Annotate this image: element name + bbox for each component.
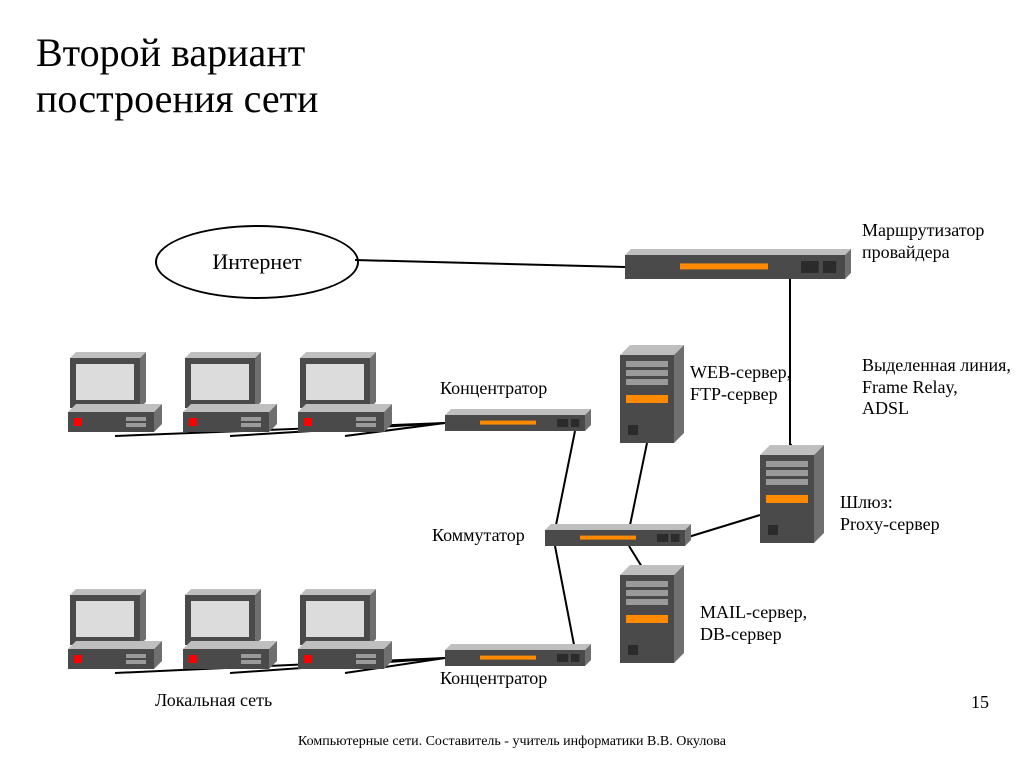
label-switch: Коммутатор: [432, 525, 525, 547]
label-line: Выделенная линия,Frame Relay,ADSL: [862, 355, 1011, 420]
label-lan: Локальная сеть: [155, 690, 272, 712]
label-web: WEB-сервер,FTP-сервер: [690, 362, 791, 405]
label-mail: MAIL-сервер,DB-сервер: [700, 602, 807, 645]
label-gateway: Шлюз:Proxy-сервер: [840, 492, 940, 535]
page-number: 15: [971, 692, 989, 713]
footer-text: Компьютерные сети. Составитель - учитель…: [0, 734, 1024, 750]
label-hub-bottom: Концентратор: [440, 668, 547, 690]
diagram-stage: Второй вариантпостроения сети Интернет М…: [0, 0, 1024, 768]
label-hub-top: Концентратор: [440, 378, 547, 400]
label-router: Маршрутизаторпровайдера: [862, 220, 984, 263]
